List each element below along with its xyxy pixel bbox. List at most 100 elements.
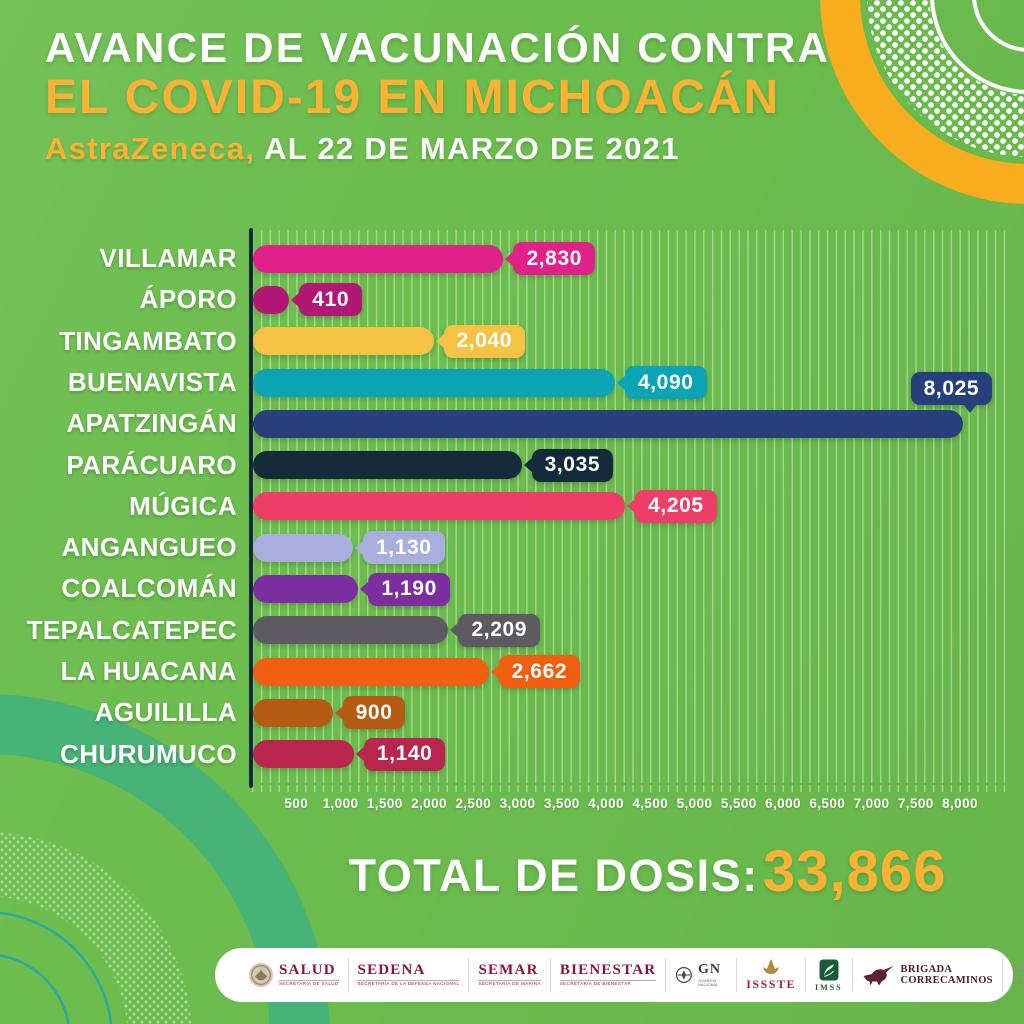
- value-label-bubble: 1,140: [355, 737, 446, 771]
- x-axis-tick-label: 7,000: [853, 796, 890, 811]
- value-label: 2,830: [526, 246, 583, 270]
- x-axis-tick-label: 6,000: [765, 796, 801, 811]
- bubble-pointer: [505, 250, 515, 267]
- gn-eagle-icon: [676, 967, 693, 983]
- page-subtitle: AstraZeneca, AL 22 DE MARZO DE 2021: [45, 131, 830, 167]
- value-label: 1,130: [376, 535, 432, 559]
- category-label: AGUILILLA: [94, 697, 237, 728]
- header: AVANCE DE VACUNACIÓN CONTRA EL COVID-19 …: [45, 24, 830, 167]
- value-label-bubble: 4,205: [627, 489, 717, 523]
- logo-label: BIENESTAR: [559, 962, 657, 979]
- bubble-pointer: [355, 746, 365, 763]
- logo-semar: SEMAR SECRETARÍA DE MARINA: [468, 958, 549, 992]
- value-label-bubble: 2,040: [435, 324, 526, 358]
- bar: [253, 368, 615, 397]
- subtitle-date-label: AL 22 DE MARZO DE 2021: [255, 131, 680, 167]
- logo-brigada: BRIGADA CORRECAMINOS: [851, 958, 1002, 992]
- category-label: VILLAMAR: [99, 243, 237, 273]
- page-title-line1: AVANCE DE VACUNACIÓN CONTRA: [45, 24, 831, 71]
- y-axis-line: [249, 228, 253, 788]
- category-label: COALCOMÁN: [61, 573, 237, 604]
- x-axis-tick-marks: [252, 785, 1008, 792]
- x-axis-tick-label: 1,000: [322, 796, 359, 811]
- value-label: 2,662: [511, 659, 568, 683]
- value-label: 2,040: [456, 329, 513, 353]
- category-label: MÚGICA: [129, 490, 237, 521]
- value-label-bubble: 2,662: [490, 655, 581, 689]
- x-axis-tick-label: 2,500: [455, 796, 492, 811]
- bubble-pointer: [435, 333, 445, 350]
- value-label-bubble: 2,209: [450, 613, 541, 647]
- value-label-bubble: 8,025: [910, 372, 993, 414]
- logo-label: ISSSTE: [746, 977, 796, 991]
- value-label-bubble: 2,830: [505, 242, 596, 276]
- category-label: APATZINGÁN: [66, 408, 237, 439]
- value-label: 410: [312, 287, 350, 311]
- value-label: 4,090: [637, 370, 694, 394]
- value-label: 1,140: [376, 742, 433, 766]
- logo-caption: SECRETARÍA DE SALUD: [279, 980, 339, 987]
- value-label-bubble: 1,130: [355, 531, 445, 565]
- bubble-pointer: [450, 622, 460, 639]
- roadrunner-icon: [863, 965, 894, 985]
- bubble-pointer: [334, 704, 344, 721]
- logo-imss: IMSS: [804, 958, 852, 992]
- logo-caption: SECRETARÍA DE MARINA: [478, 980, 541, 987]
- bar-chart: VILLAMAR ÁPORO TINGAMBATO BUENAVISTA APATZIN…: [0, 228, 1024, 811]
- logo-caption: SECRETARÍA DE BIENESTAR: [559, 980, 657, 987]
- bubble-pointer: [523, 457, 533, 474]
- x-axis-tick-label: 5,000: [676, 796, 713, 811]
- value-label-bubble: 1,190: [360, 572, 450, 606]
- total-doses-value: 33,866: [763, 839, 947, 904]
- x-axis-tick-label: 6,500: [809, 796, 846, 811]
- value-label-bubble: 900: [334, 696, 406, 730]
- logo-bienestar: BIENESTAR SECRETARÍA DE BIENESTAR: [549, 958, 665, 992]
- issste-emblem-icon: [763, 959, 779, 974]
- logo-label: SEMAR: [478, 962, 539, 979]
- value-label-bubble: 4,090: [616, 366, 707, 400]
- bar: [253, 492, 626, 521]
- category-label: TEPALCATEPEC: [26, 614, 237, 645]
- total-doses-label: TOTAL DE DOSIS:: [348, 850, 759, 901]
- bar: [253, 740, 354, 769]
- imss-shield-icon: [819, 959, 839, 980]
- logo-label: SEDENA: [357, 962, 426, 979]
- x-axis-tick-label: 7,500: [897, 796, 934, 811]
- logo-issste: ISSSTE: [736, 958, 805, 992]
- x-axis-tick-label: 8,000: [942, 796, 978, 811]
- salud-eagle-seal-icon: [249, 963, 273, 987]
- logo-label: SALUD: [279, 962, 336, 979]
- total-doses: TOTAL DE DOSIS: 33,866: [0, 838, 1024, 905]
- page-title-line2: EL COVID-19 EN MICHOACÁN: [45, 71, 781, 125]
- x-axis-tick-label: 3,000: [499, 796, 536, 811]
- category-label: LA HUACANA: [60, 656, 237, 686]
- bubble-pointer: [627, 498, 637, 515]
- bar: [253, 285, 290, 314]
- logo-label: IMSS: [814, 982, 843, 992]
- bar: [253, 451, 522, 480]
- value-label: 900: [355, 700, 393, 724]
- michoacan-coat-of-arms-icon: [1012, 963, 1024, 984]
- bar: [253, 575, 359, 604]
- value-label-bubble: 410: [291, 283, 363, 317]
- x-axis-tick-label: 500: [284, 796, 309, 811]
- category-label: TINGAMBATO: [59, 325, 237, 356]
- bar: [253, 533, 353, 562]
- category-label: PARÁCUARO: [66, 449, 237, 480]
- logo-salud: SALUD SECRETARÍA DE SALUD: [239, 958, 348, 992]
- institution-logo-bar: SALUD SECRETARÍA DE SALUD SEDENA SECRETARÍA…: [215, 948, 1024, 1002]
- x-axis-tick-label: 2,000: [411, 796, 447, 811]
- bubble-pointer: [490, 663, 500, 680]
- x-axis-tick-label: 4,500: [632, 796, 669, 811]
- value-label: 2,209: [471, 618, 528, 642]
- bar: [253, 698, 333, 727]
- x-axis-tick-label: 5,500: [720, 796, 757, 811]
- logo-caption: GUARDIA NACIONAL: [698, 977, 719, 987]
- bubble-pointer: [616, 374, 626, 391]
- bubble-pointer: [360, 581, 370, 598]
- logo-label: BRIGADA CORRECAMINOS: [900, 963, 993, 986]
- logo-sedena: SEDENA SECRETARÍA DE LA DEFENSA NACIONAL: [347, 958, 469, 992]
- logo-michoacan: Secretaría de SaludGobierno del Estado d…: [1001, 958, 1024, 992]
- logo-gn: GN GUARDIA NACIONAL: [665, 958, 736, 992]
